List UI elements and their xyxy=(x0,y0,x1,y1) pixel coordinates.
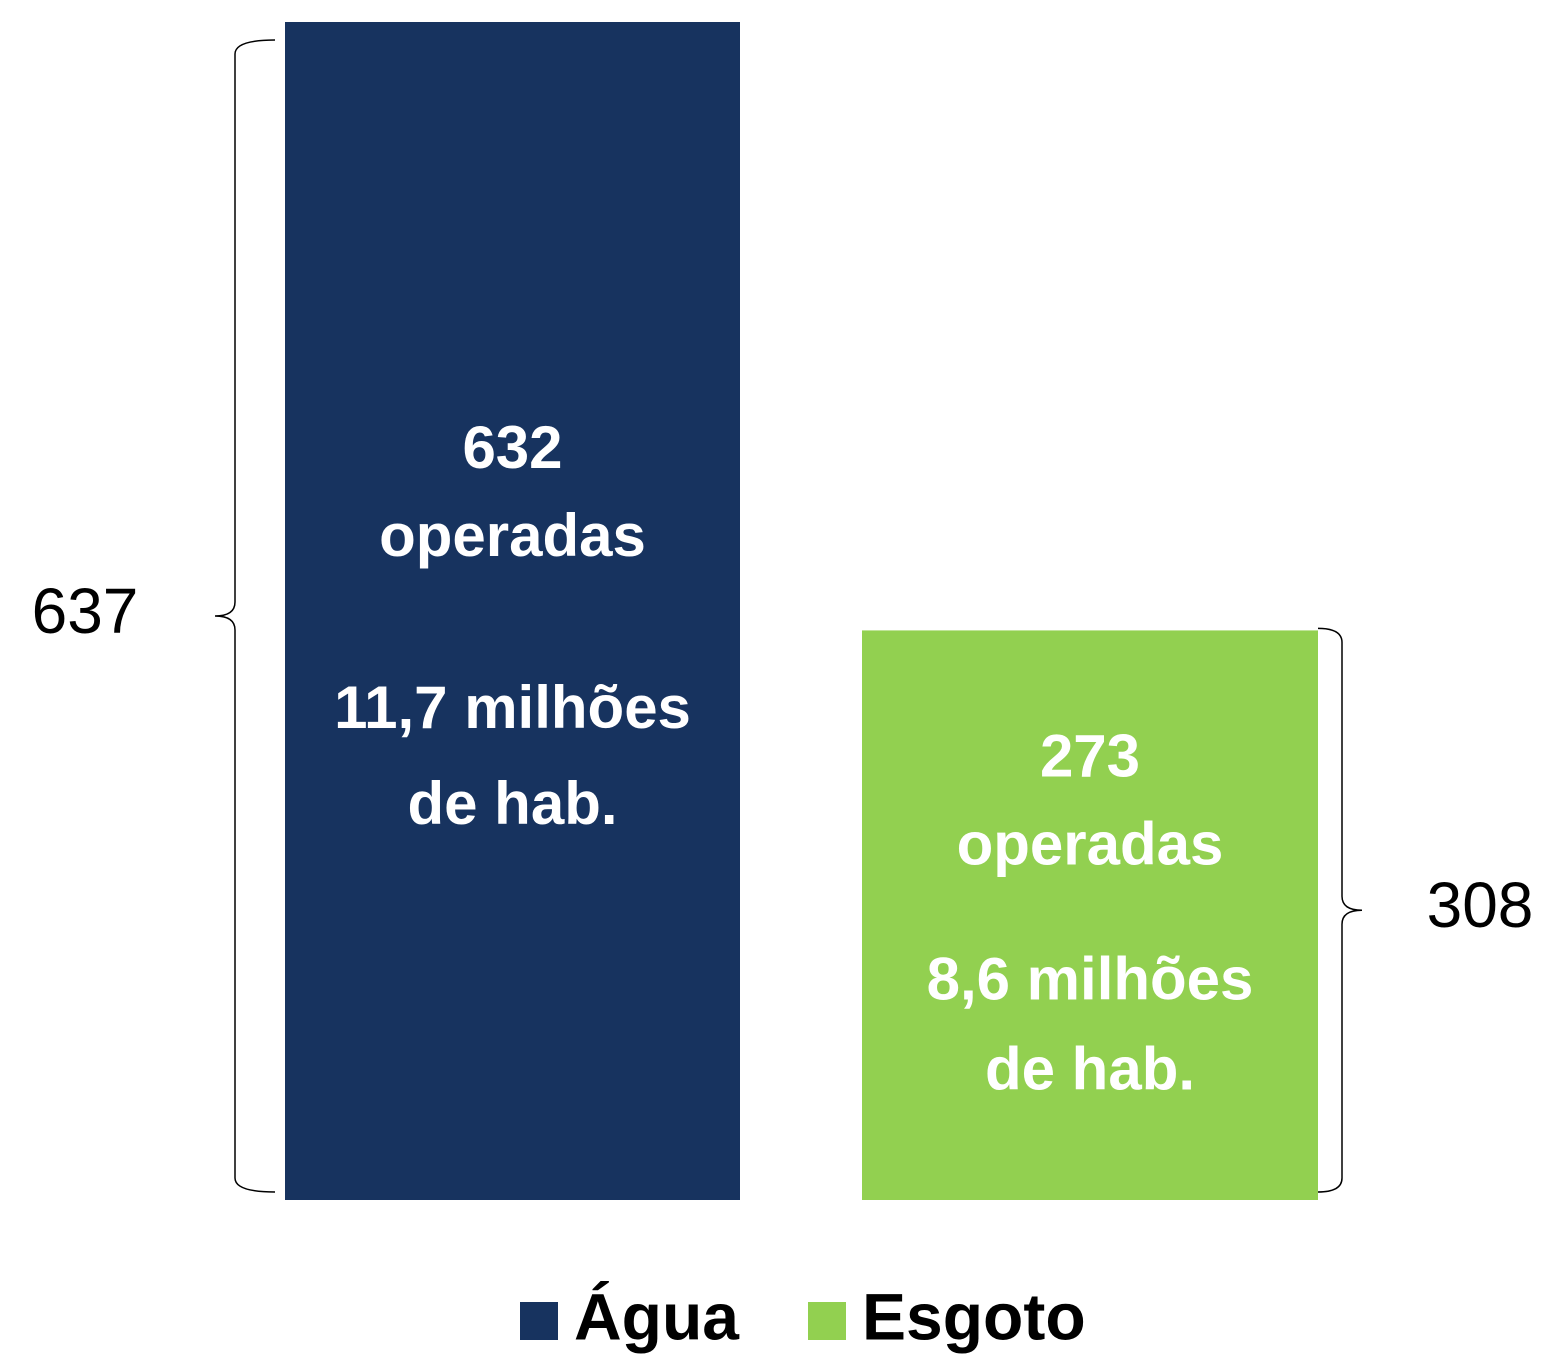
bar-inner-label: operadas xyxy=(379,502,646,569)
brace-label: 637 xyxy=(32,575,139,647)
brace xyxy=(1317,627,1363,1193)
brace xyxy=(214,39,276,1193)
legend-label: Água xyxy=(574,1279,740,1353)
brace-label: 308 xyxy=(1427,869,1534,941)
bar-inner-label: 273 xyxy=(1040,722,1140,789)
bar-inner-label: 632 xyxy=(462,414,562,481)
bar-inner-label: de hab. xyxy=(985,1035,1195,1102)
bar-inner-label: operadas xyxy=(957,810,1224,877)
bar-inner-label: 11,7 milhões xyxy=(334,674,691,741)
bar xyxy=(862,630,1318,1200)
legend-swatch xyxy=(808,1302,846,1340)
bar-inner-label: de hab. xyxy=(407,770,617,837)
bar xyxy=(285,22,740,1200)
legend-swatch xyxy=(520,1302,558,1340)
legend-label: Esgoto xyxy=(862,1279,1086,1353)
bar-inner-label: 8,6 milhões xyxy=(927,945,1254,1012)
